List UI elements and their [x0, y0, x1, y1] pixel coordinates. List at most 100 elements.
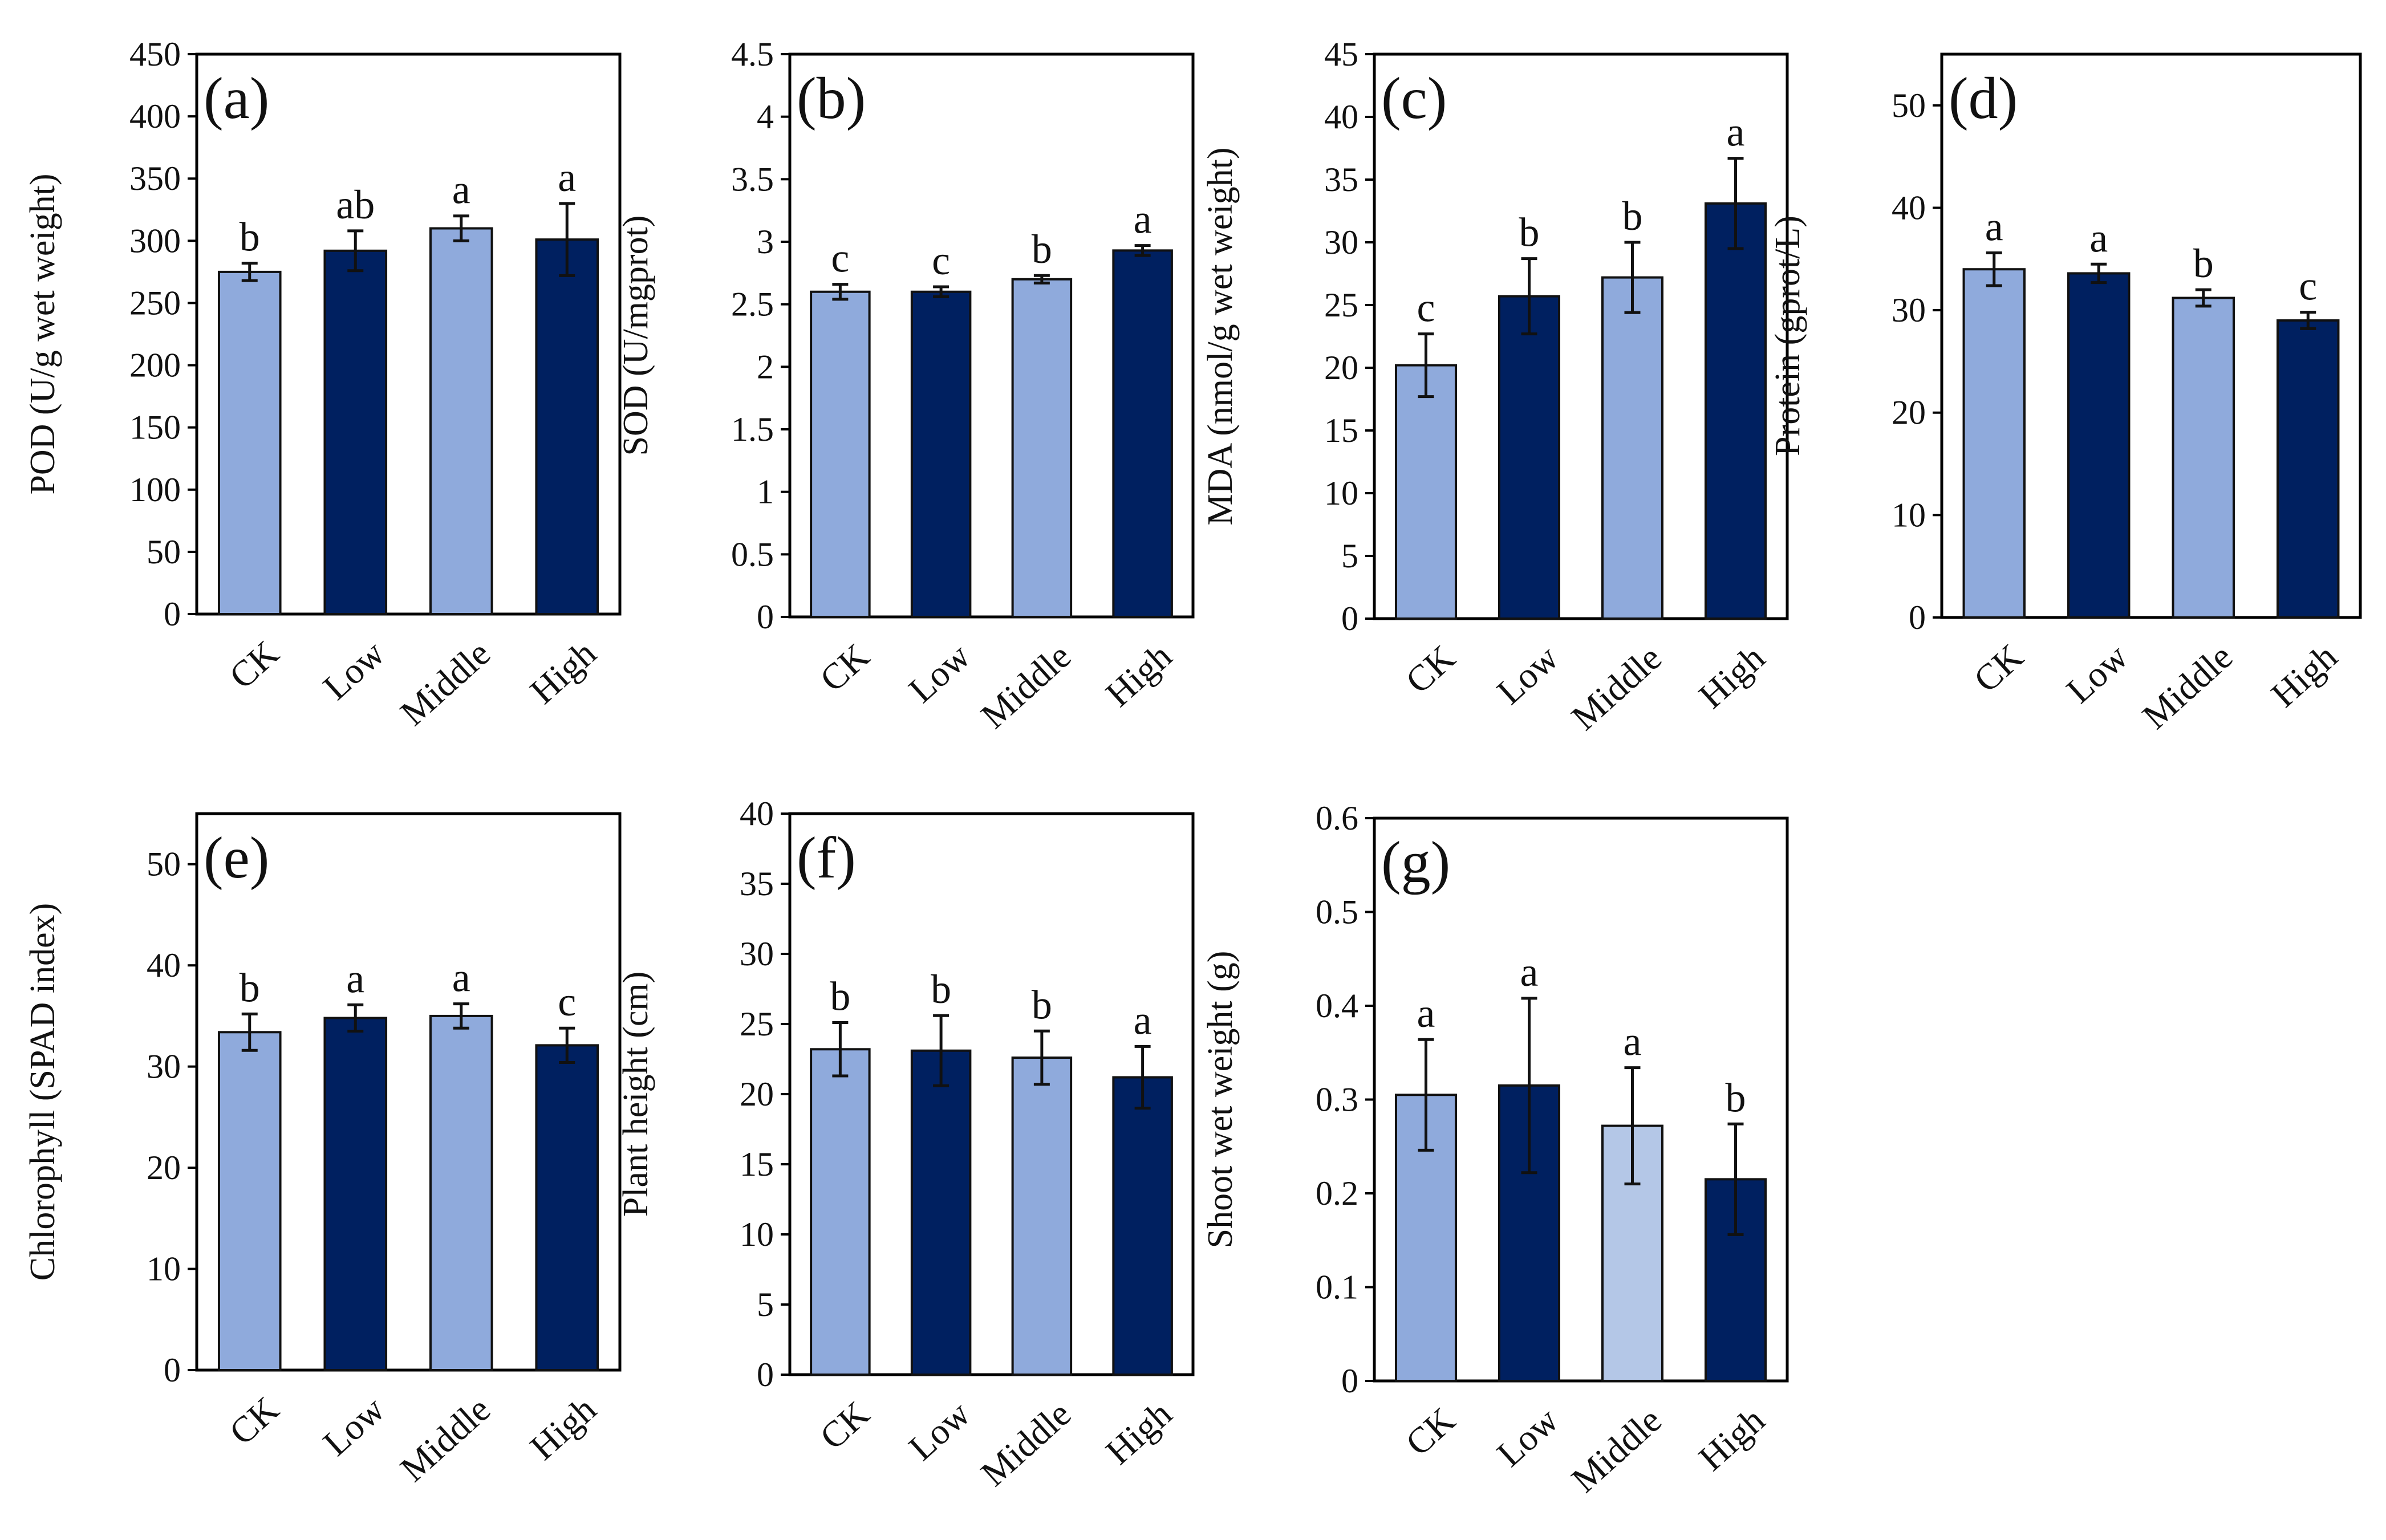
y-tick-label: 300 — [129, 222, 181, 259]
x-tick-label: High — [2263, 636, 2345, 715]
bar — [429, 227, 493, 615]
y-tick-label: 2 — [757, 348, 774, 385]
y-tick-label: 15 — [1324, 412, 1358, 449]
y-tick-label: 150 — [129, 409, 181, 446]
y-tick-label: 40 — [1892, 189, 1926, 226]
significance-letter: a — [1624, 1019, 1642, 1064]
y-axis-title: Plant height (cm) — [616, 972, 655, 1217]
y-tick-label: 15 — [740, 1145, 774, 1183]
y-tick-label: 40 — [147, 946, 181, 984]
plot-frame — [1940, 52, 2362, 619]
significance-letter: c — [2299, 263, 2317, 309]
bar — [1112, 1076, 1173, 1376]
x-tick-label: High — [1691, 637, 1772, 716]
chart-panel: 0 0.5 1 1.5 2 2.5 3 3.5 4 4.5 SOD (U/mgprot) (b) c CK… — [616, 35, 1195, 736]
bar — [910, 290, 972, 618]
y-tick-label: 4 — [757, 98, 774, 136]
significance-letter: b — [1032, 982, 1052, 1027]
y-tick-label: 25 — [1324, 286, 1358, 324]
significance-letter: a — [558, 155, 576, 200]
y-tick-label: 4.5 — [731, 35, 774, 73]
x-tick-label: High — [522, 633, 604, 712]
significance-letter: a — [452, 955, 470, 1001]
bar — [1011, 1057, 1073, 1376]
x-tick-label: Middle — [392, 633, 498, 733]
y-tick-label: 0.5 — [1316, 893, 1358, 931]
significance-letter: a — [1134, 997, 1152, 1043]
y-tick-label: 0.4 — [1316, 987, 1358, 1025]
x-tick-label: Low — [315, 633, 392, 708]
y-tick-label: 30 — [1892, 291, 1926, 329]
x-tick-label: CK — [812, 636, 877, 700]
significance-letter: b — [1519, 210, 1540, 255]
significance-letter: b — [240, 965, 260, 1010]
chart-panel: 0 50 100 150 200 250 300 350 400 450 POD (U/g wet … — [23, 35, 622, 733]
x-tick-label: Middle — [392, 1389, 498, 1489]
bar — [217, 270, 282, 615]
plot-frame — [788, 52, 1195, 619]
x-tick-label: CK — [1398, 637, 1463, 701]
y-tick-label: 250 — [129, 284, 181, 322]
y-axis-title: Shoot wet weight (g) — [1201, 951, 1240, 1249]
x-tick-label: CK — [1398, 1400, 1463, 1464]
y-tick-label: 3.5 — [731, 160, 774, 198]
significance-letter: c — [932, 238, 950, 283]
y-tick-label: 35 — [1324, 161, 1358, 198]
y-tick-label: 200 — [129, 347, 181, 384]
x-tick-label: CK — [812, 1393, 877, 1457]
y-axis-title: Protein (gprot/L) — [1768, 216, 1807, 456]
chart-panel: 0 0.1 0.2 0.3 0.4 0.5 0.6 Shoot wet weight (g) (… — [1201, 799, 1789, 1500]
y-tick-label: 20 — [1324, 349, 1358, 387]
bar — [323, 1017, 388, 1371]
y-tick-label: 0 — [1909, 599, 1926, 636]
significance-letter: ab — [336, 182, 375, 227]
y-tick-label: 30 — [147, 1048, 181, 1086]
y-tick-label: 0.2 — [1316, 1175, 1358, 1212]
significance-letter: b — [2193, 241, 2214, 286]
x-tick-label: Middle — [2135, 636, 2240, 737]
y-axis-title: Chlorophyll (SPAD index) — [23, 903, 62, 1281]
significance-letter: a — [346, 956, 364, 1001]
y-tick-label: 100 — [129, 471, 181, 509]
significance-letter: b — [240, 214, 260, 260]
y-axis-title: MDA (nmol/g wet weight) — [1201, 148, 1240, 526]
y-tick-label: 0 — [1341, 1362, 1358, 1400]
significance-letter: a — [1417, 990, 1435, 1036]
x-tick-label: Low — [1489, 1400, 1566, 1474]
significance-letter: a — [1520, 949, 1539, 995]
y-tick-label: 0 — [757, 598, 774, 636]
y-tick-label: 0.1 — [1316, 1269, 1358, 1306]
bar — [1962, 268, 2026, 619]
y-tick-label: 0 — [164, 1351, 181, 1389]
y-tick-label: 2.5 — [731, 286, 774, 323]
bar — [429, 1014, 493, 1371]
y-tick-label: 30 — [1324, 224, 1358, 261]
y-tick-label: 10 — [1892, 496, 1926, 534]
significance-letter: c — [558, 979, 576, 1025]
x-tick-label: CK — [222, 633, 287, 697]
bar — [217, 1031, 282, 1371]
significance-letter: b — [931, 966, 951, 1012]
y-tick-label: 3 — [757, 223, 774, 261]
y-tick-label: 0.3 — [1316, 1081, 1358, 1119]
x-tick-label: CK — [1966, 636, 2031, 700]
bar — [1601, 276, 1663, 620]
panel-label: (b) — [797, 66, 866, 131]
y-tick-label: 1 — [757, 473, 774, 511]
bar — [2067, 272, 2131, 619]
bar — [1498, 295, 1560, 620]
significance-letter: b — [1726, 1075, 1746, 1120]
plot-frame — [1373, 52, 1789, 620]
y-tick-label: 50 — [147, 846, 181, 883]
chart-panel: 0 5 10 15 20 25 30 35 40 45 MDA (nmol/g wet weight… — [1201, 35, 1789, 738]
bar — [810, 290, 871, 618]
bar — [2277, 319, 2340, 619]
x-tick-label: High — [1098, 636, 1179, 714]
x-tick-label: High — [1098, 1393, 1179, 1472]
y-tick-label: 5 — [1341, 537, 1358, 575]
y-tick-label: 0 — [757, 1356, 774, 1393]
y-tick-label: 25 — [740, 1005, 774, 1043]
y-tick-label: 10 — [1324, 474, 1358, 512]
bar — [1011, 278, 1073, 618]
